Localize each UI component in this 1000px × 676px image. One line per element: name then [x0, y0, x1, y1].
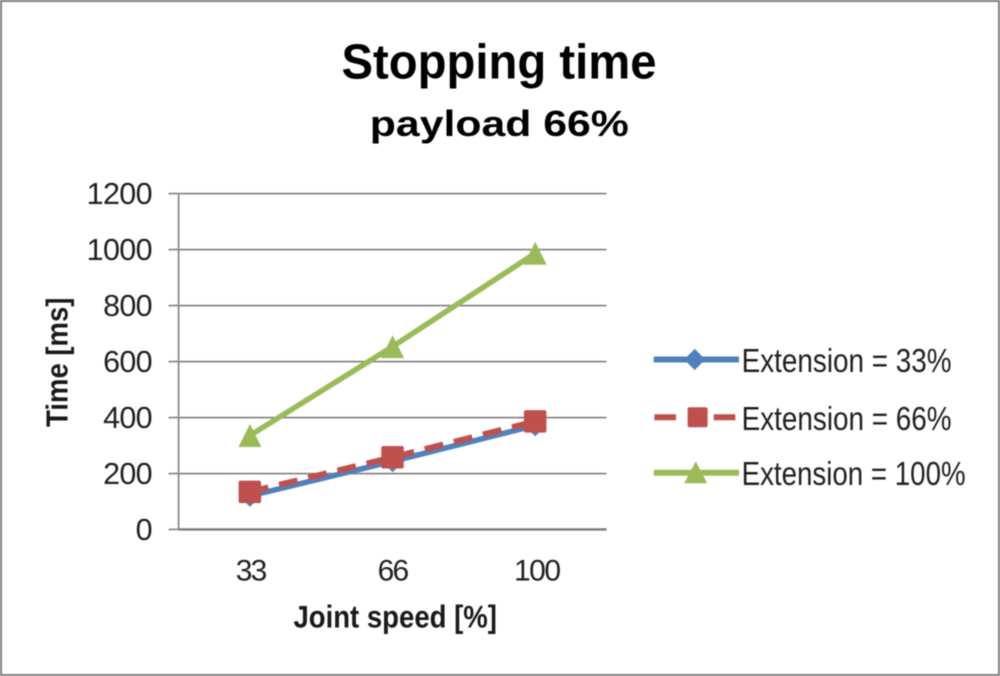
svg-text:Extension = 100%: Extension = 100% [742, 455, 966, 492]
svg-text:600: 600 [103, 345, 153, 379]
svg-text:0: 0 [136, 513, 153, 547]
svg-text:800: 800 [103, 289, 153, 323]
svg-text:Stopping time: Stopping time [342, 35, 657, 90]
svg-text:66: 66 [378, 554, 410, 587]
svg-text:100: 100 [514, 554, 561, 587]
svg-text:400: 400 [103, 401, 153, 435]
svg-text:200: 200 [103, 457, 153, 491]
svg-text:1200: 1200 [87, 177, 153, 211]
svg-text:Time [ms]: Time [ms] [41, 298, 75, 427]
svg-text:payload 66%: payload 66% [370, 103, 629, 144]
svg-text:Joint speed [%]: Joint speed [%] [293, 598, 497, 634]
svg-text:Extension = 33%: Extension = 33% [742, 342, 952, 379]
svg-text:Extension = 66%: Extension = 66% [742, 400, 952, 437]
svg-text:1000: 1000 [87, 233, 153, 267]
svg-text:33: 33 [236, 554, 268, 587]
